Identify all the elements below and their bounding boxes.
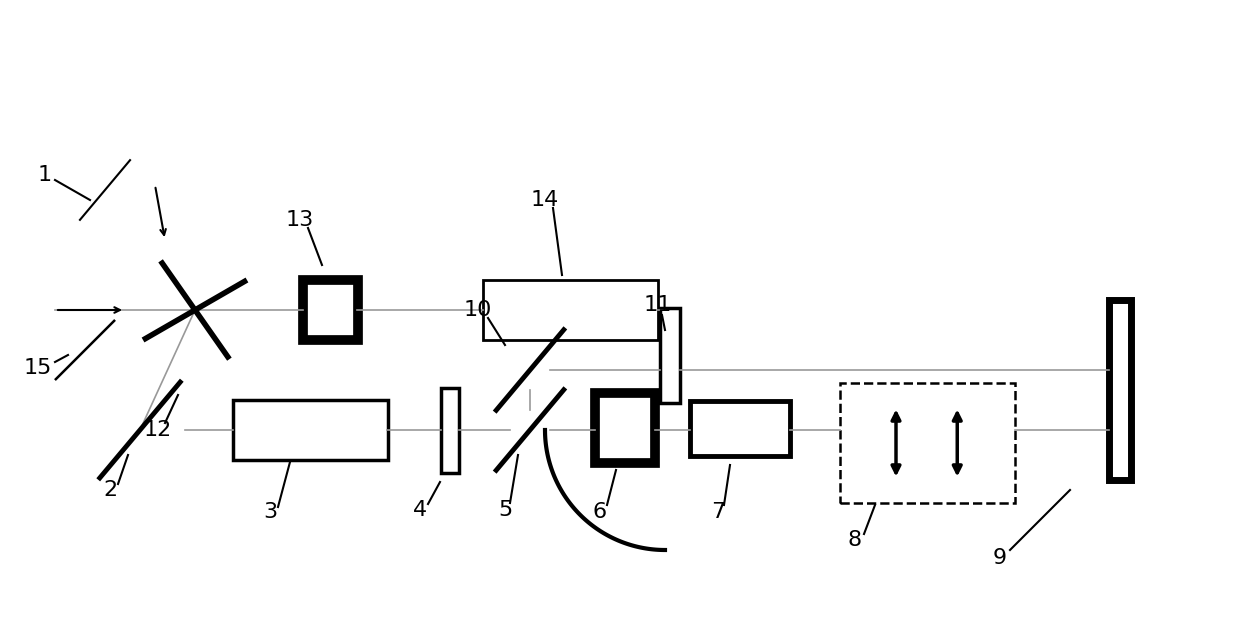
Text: 5: 5 [498,500,512,520]
Bar [1109,300,1131,480]
Text: 7: 7 [711,502,725,522]
Text: 6: 6 [593,502,608,522]
Text: 15: 15 [24,358,52,378]
Text: 11: 11 [644,295,672,315]
Bar [689,401,790,455]
Bar [233,400,387,460]
Text: 13: 13 [286,210,314,230]
Bar [839,383,1016,503]
Bar [441,387,459,473]
Text: 4: 4 [413,500,427,520]
Text: 12: 12 [144,420,172,440]
Text: 1: 1 [38,165,52,185]
Text: 3: 3 [263,502,277,522]
Bar [482,280,657,340]
Text: 2: 2 [103,480,117,500]
Bar [660,308,680,403]
Text: 10: 10 [464,300,492,320]
Text: 8: 8 [848,530,862,550]
Text: 9: 9 [993,548,1007,568]
Bar [303,280,357,340]
Bar [595,393,655,463]
Text: 14: 14 [531,190,559,210]
